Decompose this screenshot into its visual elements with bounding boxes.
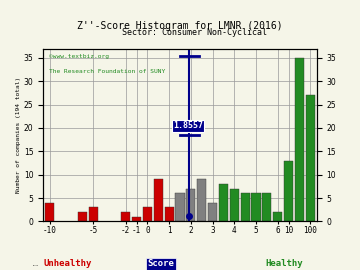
- Bar: [132, 217, 141, 221]
- Bar: [230, 189, 239, 221]
- Bar: [165, 207, 174, 221]
- Text: The Research Foundation of SUNY: The Research Foundation of SUNY: [49, 69, 165, 74]
- Bar: [175, 193, 185, 221]
- Bar: [273, 212, 282, 221]
- Bar: [78, 212, 87, 221]
- Bar: [262, 193, 271, 221]
- Y-axis label: Number of companies (194 total): Number of companies (194 total): [16, 77, 21, 193]
- Bar: [306, 95, 315, 221]
- Bar: [186, 189, 195, 221]
- Bar: [197, 179, 206, 221]
- Text: Unhealthy: Unhealthy: [43, 259, 91, 268]
- Bar: [143, 207, 152, 221]
- Text: Sector: Consumer Non-Cyclical: Sector: Consumer Non-Cyclical: [122, 28, 267, 37]
- Bar: [208, 203, 217, 221]
- Text: 1.8557: 1.8557: [173, 121, 203, 130]
- Text: ©www.textbiz.org: ©www.textbiz.org: [49, 54, 109, 59]
- Title: Z''-Score Histogram for LMNR (2016): Z''-Score Histogram for LMNR (2016): [77, 21, 283, 31]
- Bar: [89, 207, 98, 221]
- Bar: [121, 212, 130, 221]
- Bar: [219, 184, 228, 221]
- Bar: [295, 58, 304, 221]
- Bar: [284, 161, 293, 221]
- Text: Score: Score: [147, 259, 174, 268]
- Bar: [240, 193, 250, 221]
- Bar: [45, 203, 54, 221]
- Text: Healthy: Healthy: [265, 259, 303, 268]
- Text: #cc0000: #cc0000: [33, 265, 39, 266]
- Bar: [251, 193, 261, 221]
- Bar: [154, 179, 163, 221]
